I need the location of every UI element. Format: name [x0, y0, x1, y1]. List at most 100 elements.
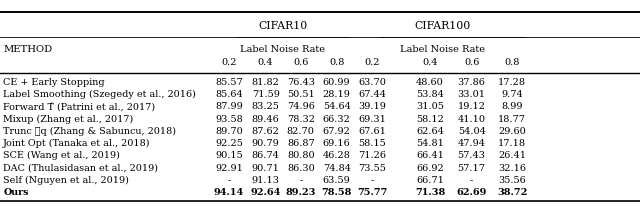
Text: 58.12: 58.12 [416, 115, 444, 124]
Text: 90.71: 90.71 [252, 164, 280, 173]
Text: 0.2: 0.2 [365, 58, 380, 67]
Text: 71.38: 71.38 [415, 188, 445, 197]
Text: 58.15: 58.15 [358, 139, 387, 148]
Text: 50.51: 50.51 [287, 90, 315, 99]
Text: 67.61: 67.61 [358, 127, 387, 136]
Text: 54.81: 54.81 [416, 139, 444, 148]
Text: 32.16: 32.16 [498, 164, 526, 173]
Text: 67.92: 67.92 [323, 127, 351, 136]
Text: 66.92: 66.92 [416, 164, 444, 173]
Text: 81.82: 81.82 [252, 78, 280, 87]
Text: 31.05: 31.05 [416, 102, 444, 111]
Text: -: - [227, 176, 231, 185]
Text: 9.74: 9.74 [501, 90, 523, 99]
Text: Ours: Ours [3, 188, 29, 197]
Text: 74.96: 74.96 [287, 102, 315, 111]
Text: 62.64: 62.64 [416, 127, 444, 136]
Text: 78.32: 78.32 [287, 115, 315, 124]
Text: 86.87: 86.87 [287, 139, 315, 148]
Text: 38.72: 38.72 [497, 188, 527, 197]
Text: 89.23: 89.23 [285, 188, 316, 197]
Text: 18.77: 18.77 [498, 115, 526, 124]
Text: 66.41: 66.41 [416, 151, 444, 160]
Text: 74.84: 74.84 [323, 164, 351, 173]
Text: 26.41: 26.41 [498, 151, 526, 160]
Text: -: - [470, 176, 474, 185]
Text: 47.94: 47.94 [458, 139, 486, 148]
Text: 89.46: 89.46 [252, 115, 280, 124]
Text: 85.57: 85.57 [215, 78, 243, 87]
Text: 53.84: 53.84 [416, 90, 444, 99]
Text: 86.30: 86.30 [287, 164, 315, 173]
Text: 63.59: 63.59 [323, 176, 351, 185]
Text: CIFAR100: CIFAR100 [414, 21, 470, 31]
Text: 19.12: 19.12 [458, 102, 486, 111]
Text: 66.32: 66.32 [323, 115, 351, 124]
Text: 8.99: 8.99 [501, 102, 523, 111]
Text: METHOD: METHOD [3, 45, 52, 54]
Text: 91.13: 91.13 [252, 176, 280, 185]
Text: 60.99: 60.99 [323, 78, 351, 87]
Text: 0.6: 0.6 [293, 58, 308, 67]
Text: 0.8: 0.8 [329, 58, 344, 67]
Text: 71.59: 71.59 [252, 90, 280, 99]
Text: 92.64: 92.64 [250, 188, 281, 197]
Text: 80.80: 80.80 [287, 151, 315, 160]
Text: Label Smoothing (Szegedy et al., 2016): Label Smoothing (Szegedy et al., 2016) [3, 90, 196, 99]
Text: 66.71: 66.71 [416, 176, 444, 185]
Text: 69.16: 69.16 [323, 139, 351, 148]
Text: 73.55: 73.55 [358, 164, 387, 173]
Text: 63.70: 63.70 [358, 78, 387, 87]
Text: 83.25: 83.25 [252, 102, 280, 111]
Text: 0.4: 0.4 [422, 58, 438, 67]
Text: 17.18: 17.18 [498, 139, 526, 148]
Text: 82.70: 82.70 [287, 127, 315, 136]
Text: Self (Nguyen et al., 2019): Self (Nguyen et al., 2019) [3, 176, 129, 185]
Text: Mixup (Zhang et al., 2017): Mixup (Zhang et al., 2017) [3, 115, 134, 124]
Text: 35.56: 35.56 [498, 176, 526, 185]
Text: 0.6: 0.6 [464, 58, 479, 67]
Text: 28.19: 28.19 [323, 90, 351, 99]
Text: 76.43: 76.43 [287, 78, 315, 87]
Text: 92.25: 92.25 [215, 139, 243, 148]
Text: 57.43: 57.43 [458, 151, 486, 160]
Text: 90.15: 90.15 [215, 151, 243, 160]
Text: 93.58: 93.58 [215, 115, 243, 124]
Text: 62.69: 62.69 [456, 188, 487, 197]
Text: 41.10: 41.10 [458, 115, 486, 124]
Text: CE + Early Stopping: CE + Early Stopping [3, 78, 105, 87]
Text: DAC (Thulasidasan et al., 2019): DAC (Thulasidasan et al., 2019) [3, 164, 158, 173]
Text: 48.60: 48.60 [416, 78, 444, 87]
Text: Joint Opt (Tanaka et al., 2018): Joint Opt (Tanaka et al., 2018) [3, 139, 150, 148]
Text: Forward T̂ (Patrini et al., 2017): Forward T̂ (Patrini et al., 2017) [3, 102, 156, 111]
Text: 54.04: 54.04 [458, 127, 486, 136]
Text: 69.31: 69.31 [358, 115, 387, 124]
Text: 0.2: 0.2 [221, 58, 237, 67]
Text: Label Noise Rate: Label Noise Rate [241, 45, 325, 54]
Text: 54.64: 54.64 [323, 102, 351, 111]
Text: 78.58: 78.58 [321, 188, 352, 197]
Text: SCE (Wang et al., 2019): SCE (Wang et al., 2019) [3, 151, 120, 160]
Text: 57.17: 57.17 [458, 164, 486, 173]
Text: 92.91: 92.91 [215, 164, 243, 173]
Text: 94.14: 94.14 [214, 188, 244, 197]
Text: 46.28: 46.28 [323, 151, 351, 160]
Text: 87.62: 87.62 [252, 127, 280, 136]
Text: 33.01: 33.01 [458, 90, 486, 99]
Text: 0.4: 0.4 [258, 58, 273, 67]
Text: 89.70: 89.70 [215, 127, 243, 136]
Text: 75.77: 75.77 [357, 188, 388, 197]
Text: 29.60: 29.60 [498, 127, 526, 136]
Text: -: - [299, 176, 303, 185]
Text: 39.19: 39.19 [358, 102, 387, 111]
Text: 71.26: 71.26 [358, 151, 387, 160]
Text: Trunc ℒq (Zhang & Sabuncu, 2018): Trunc ℒq (Zhang & Sabuncu, 2018) [3, 127, 176, 136]
Text: 86.74: 86.74 [252, 151, 280, 160]
Text: 37.86: 37.86 [458, 78, 486, 87]
Text: 85.64: 85.64 [215, 90, 243, 99]
Text: 17.28: 17.28 [498, 78, 526, 87]
Text: Label Noise Rate: Label Noise Rate [400, 45, 484, 54]
Text: -: - [371, 176, 374, 185]
Text: 0.8: 0.8 [504, 58, 520, 67]
Text: 67.44: 67.44 [358, 90, 387, 99]
